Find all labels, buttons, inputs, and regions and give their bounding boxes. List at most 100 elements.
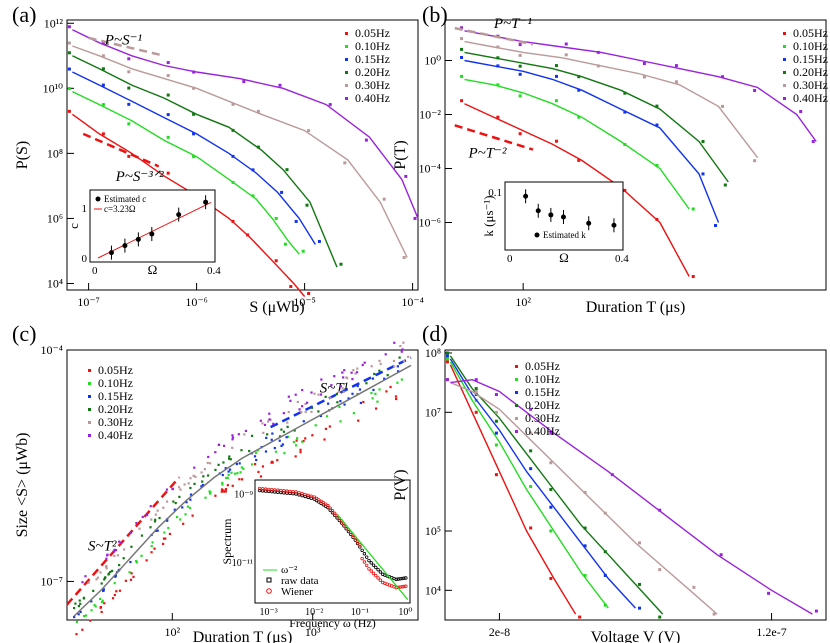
data-point-0.30Hz — [343, 161, 347, 165]
scatter-point — [270, 438, 273, 441]
wiener-point — [323, 502, 328, 506]
data-point-0.20Hz — [603, 550, 607, 554]
series-line-0.20Hz — [449, 355, 664, 615]
scatter-point — [228, 455, 231, 458]
scatter-point — [231, 434, 234, 437]
inset-x-tick: 0.4 — [207, 265, 221, 277]
scatter-point — [228, 468, 232, 471]
data-point-0.20Hz — [339, 262, 343, 266]
scatter-point — [101, 599, 104, 602]
scatter-point — [357, 419, 360, 422]
legend-marker — [783, 58, 786, 61]
plot-frame — [66, 349, 419, 621]
data-point-0.05Hz — [578, 615, 582, 619]
data-point-0.05Hz — [577, 158, 581, 162]
wiener-point — [282, 489, 286, 493]
wiener-point — [309, 494, 313, 498]
data-point-0.30Hz — [494, 410, 498, 414]
wiener-point — [330, 509, 335, 513]
scatter-point — [231, 438, 234, 441]
scatter-point — [193, 482, 196, 485]
data-point-0.15Hz — [317, 239, 321, 243]
scatter-point — [84, 575, 87, 578]
scatter-point — [317, 410, 320, 413]
data-point-0.40Hz — [799, 110, 803, 113]
scatter-point — [313, 392, 316, 395]
wiener-point — [326, 503, 330, 508]
scatter-point — [280, 428, 283, 431]
data-point-0.15Hz — [294, 219, 298, 223]
inset-legend-entry: c=3.23Ω — [104, 204, 136, 214]
data-point-0.20Hz — [723, 183, 727, 187]
scatter-point — [327, 402, 330, 405]
inset-point — [586, 220, 592, 226]
series-line-0.15Hz — [72, 71, 316, 245]
data-point-0.30Hz — [474, 390, 478, 394]
data-point-0.40Hz — [529, 407, 533, 411]
data-point-0.20Hz — [305, 203, 309, 207]
scatter-point — [351, 392, 354, 395]
plot-frame — [66, 19, 419, 291]
wiener-point — [404, 584, 408, 588]
scatter-point — [106, 553, 109, 556]
legend-marker — [266, 588, 272, 594]
data-point-0.05Hz — [554, 139, 558, 143]
scatter-point — [118, 564, 121, 567]
scatter-point — [339, 385, 342, 388]
data-point-0.40Hz — [67, 25, 71, 29]
scatter-point — [378, 369, 381, 372]
data-point-0.15Hz — [518, 72, 522, 76]
inset-x-tick: 10⁻¹ — [351, 607, 369, 618]
panel-c: (c) 10² 10³ 10⁻⁴ 10⁻⁷ Duration T (μs) Size <S>… — [12, 321, 419, 643]
scatter-point — [264, 450, 268, 453]
data-point-0.20Hz — [67, 51, 71, 55]
scatter-point — [262, 431, 265, 435]
scatter-point — [278, 435, 282, 438]
data-point-0.40Hz — [814, 609, 818, 613]
power-law-guide — [270, 356, 412, 429]
scatter-point — [113, 582, 116, 585]
raw-data-point — [353, 538, 357, 542]
scatter-point — [79, 610, 82, 614]
raw-data-point — [288, 491, 292, 496]
scatter-point — [182, 522, 185, 525]
data-point-0.40Hz — [460, 26, 464, 30]
data-point-0.15Hz — [280, 190, 284, 194]
y-tick-label: 10⁴ — [425, 583, 441, 597]
scatter-point — [130, 545, 133, 548]
scatter-point — [82, 596, 86, 599]
y-tick-label: 10⁻⁴ — [418, 162, 441, 176]
data-point-0.15Hz — [445, 354, 449, 358]
scatter-point — [206, 474, 210, 477]
scatter-point — [224, 488, 228, 491]
y-tick-label: 10⁴ — [47, 276, 63, 290]
data-point-0.05Hz — [166, 171, 170, 175]
scatter-point — [352, 369, 355, 372]
inset-legend-entry: raw data — [281, 575, 319, 587]
scatter-point — [206, 461, 209, 465]
series-line-0.15Hz — [464, 59, 720, 223]
raw-data-point — [364, 555, 369, 559]
inset-point — [135, 236, 141, 242]
inset-legend-entry: ω⁻² — [281, 564, 298, 576]
scatter-point — [311, 434, 314, 437]
wiener-point — [314, 496, 319, 501]
wiener-point — [376, 576, 380, 580]
scatter-point — [341, 371, 344, 374]
legend-entry: 0.40Hz — [355, 91, 390, 105]
data-point-0.30Hz — [692, 585, 696, 589]
scatter-point — [261, 422, 264, 425]
raw-data-point — [355, 541, 360, 546]
scatter-point — [102, 588, 105, 591]
scatter-point — [184, 513, 187, 516]
scatter-point — [314, 424, 317, 427]
scatter-point — [296, 437, 299, 440]
data-point-0.20Hz — [231, 128, 235, 132]
scatter-point — [265, 436, 268, 440]
data-point-0.05Hz — [655, 218, 659, 221]
scatter-point — [282, 430, 286, 433]
data-point-0.30Hz — [256, 109, 260, 113]
inset-point — [560, 214, 566, 220]
scatter-point — [84, 614, 88, 617]
